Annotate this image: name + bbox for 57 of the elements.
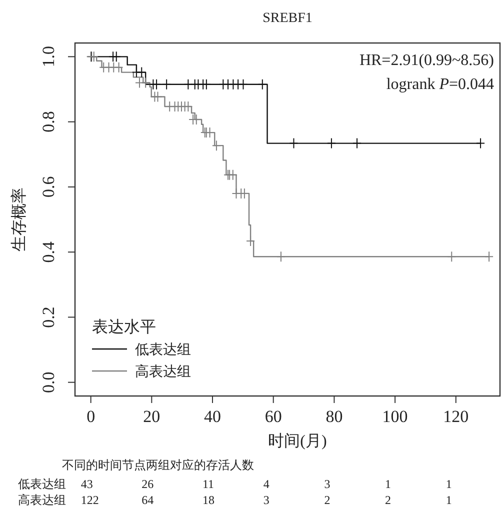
point	[289, 138, 298, 149]
text: 2	[324, 493, 330, 507]
annotation: HR=2.91(0.99~8.56)	[359, 52, 494, 69]
text: 11	[202, 477, 214, 491]
text: 26	[142, 477, 154, 491]
point	[447, 251, 456, 262]
text: 43	[80, 477, 93, 491]
point	[141, 77, 150, 88]
text: 4	[263, 477, 270, 491]
x-axis-title: 时间(月)	[268, 432, 327, 450]
point	[184, 78, 193, 90]
point	[212, 140, 221, 152]
point	[134, 77, 144, 88]
y-tick-label: 0.8	[39, 111, 58, 132]
text: 1	[446, 477, 452, 491]
legend-label: 高表达组	[135, 364, 191, 380]
point	[152, 78, 162, 90]
text: 低表达组	[18, 477, 66, 491]
point	[476, 138, 486, 149]
point	[352, 138, 362, 149]
text: 3	[324, 477, 330, 491]
text: 高表达组	[18, 493, 66, 507]
x-tick-label: 100	[382, 407, 408, 426]
chart-title: SREBF1	[262, 11, 312, 26]
legend-title: 表达水平	[92, 318, 156, 336]
point	[114, 62, 124, 73]
y-tick-label: 0.0	[39, 372, 58, 393]
point	[484, 251, 494, 262]
text: 18	[202, 493, 215, 507]
x-tick-label: 80	[326, 407, 343, 426]
point	[326, 138, 336, 149]
text: 64	[142, 493, 154, 507]
point	[238, 78, 248, 90]
point	[258, 78, 267, 90]
y-tick-label: 0.6	[39, 176, 58, 198]
y-tick-label: 0.2	[39, 306, 58, 328]
x-tick-label: 40	[204, 407, 222, 426]
x-tick-label: 20	[143, 407, 160, 426]
y-tick-label: 1.0	[39, 46, 58, 68]
text: 3	[263, 493, 270, 507]
x-tick-label: 120	[443, 407, 469, 426]
text: 2	[385, 493, 392, 507]
x-tick-label: 60	[264, 407, 282, 426]
annotation: logrank P=0.044	[386, 76, 494, 93]
point	[246, 235, 256, 246]
y-tick-label: 0.4	[39, 240, 58, 263]
point	[112, 51, 121, 62]
text: 不同的时间节点两组对应的存活人数	[62, 458, 254, 472]
y-axis-title: 生存概率	[10, 188, 28, 252]
legend-label: 低表达组	[135, 342, 191, 358]
point	[162, 78, 172, 90]
text: 122	[80, 493, 99, 507]
point	[137, 66, 146, 78]
x-tick-label: 0	[86, 407, 96, 426]
text: 1	[446, 493, 452, 507]
point	[276, 251, 286, 262]
text: 1	[385, 477, 392, 491]
